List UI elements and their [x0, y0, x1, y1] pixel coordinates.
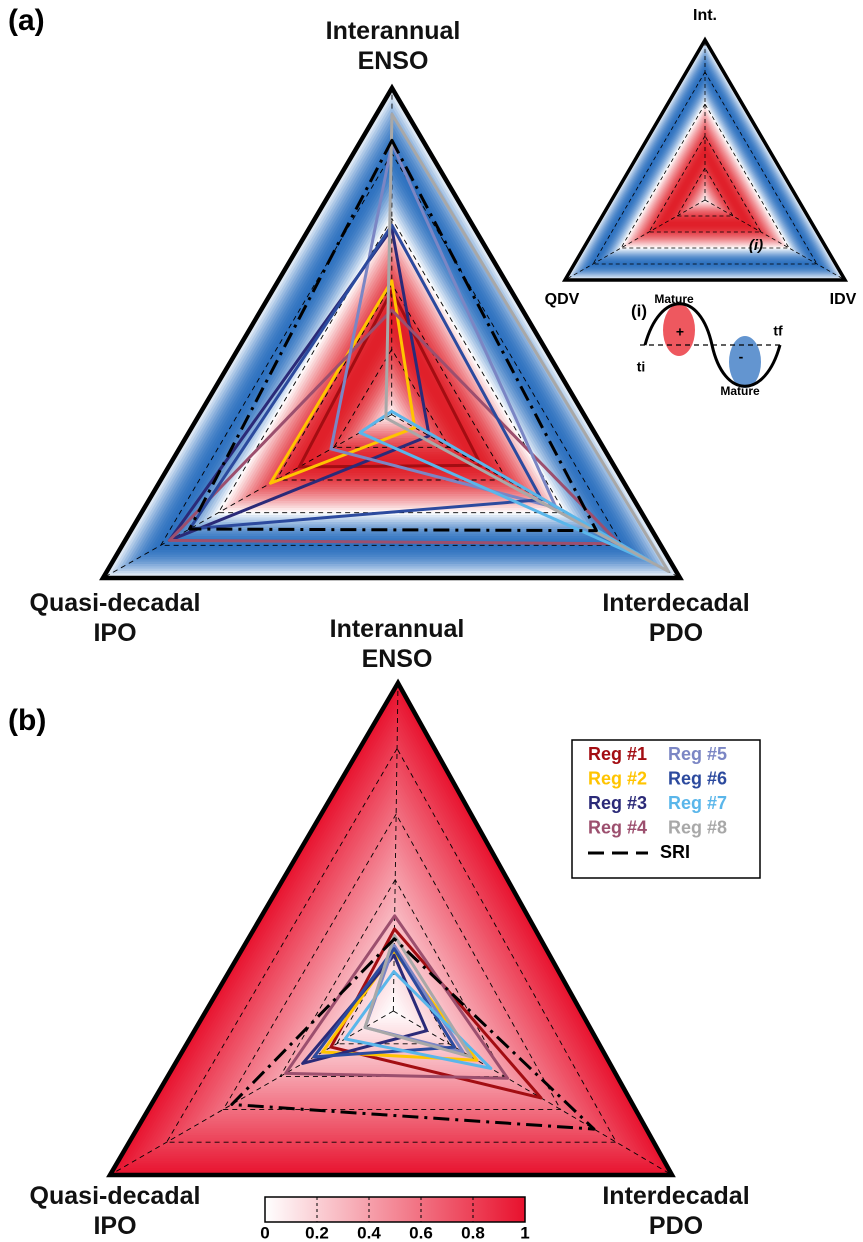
outer-frame [106, 678, 676, 1178]
legend-label: Reg #3 [588, 793, 647, 813]
legend-label: Reg #7 [668, 793, 727, 813]
series-line [329, 927, 543, 1100]
axis-spoke [102, 414, 392, 579]
series-line [312, 947, 457, 1059]
series-line [343, 970, 493, 1070]
series-line [384, 112, 670, 573]
end-label: tf [773, 323, 783, 339]
series-line [188, 223, 544, 531]
inset-panel-label: (i) [631, 301, 647, 320]
inset-spoke [564, 199, 706, 281]
series-line [363, 934, 473, 1059]
colorbar-tick-label: 1 [520, 1223, 529, 1242]
series-line [358, 409, 656, 565]
axis-label: Interannual ENSO [325, 17, 461, 75]
colorbar-tick-label: 0.6 [409, 1223, 433, 1242]
panel-label: (a) [8, 4, 45, 37]
series-line [268, 279, 417, 485]
grid-line [159, 152, 624, 546]
colorbar-tick-label: 0.2 [305, 1223, 329, 1242]
phase-wave [640, 302, 782, 388]
sign-label: - [739, 349, 744, 365]
legend-label: Reg #1 [588, 744, 647, 764]
axis-label: Interdecadal PDO [602, 589, 750, 647]
axis-label: Interdecadal PDO [602, 1182, 750, 1240]
peak-label: Mature [720, 384, 760, 398]
inset-marker: (i) [749, 237, 763, 254]
series-line [167, 226, 431, 542]
colorbar-tick-label: 0 [260, 1223, 269, 1242]
legend-label: SRI [660, 842, 690, 862]
series-line [230, 937, 596, 1131]
panel-label: (b) [8, 704, 47, 737]
legend-label: Reg #6 [668, 768, 727, 788]
sign-label: + [676, 324, 684, 340]
legend-label: Reg #5 [668, 744, 727, 764]
series-line [167, 308, 621, 546]
end-label: ti [637, 359, 646, 375]
colorbar-tick-label: 0.4 [357, 1223, 381, 1242]
legend-label: Reg #8 [668, 817, 727, 837]
inset-vertex-label: QDV [545, 291, 580, 308]
grid-line [222, 813, 562, 1110]
series-line [329, 142, 558, 510]
grid-line [275, 283, 508, 481]
legend-box [571, 739, 761, 879]
legend-label: Reg #4 [588, 817, 647, 837]
series-line [188, 138, 598, 533]
grid-line [165, 747, 618, 1143]
legend-label: Reg #2 [588, 768, 647, 788]
inset-frame [561, 36, 849, 282]
colorbar-tick-label: 0.8 [461, 1223, 485, 1242]
axis-label: Interannual ENSO [329, 615, 465, 673]
colorbar [264, 1196, 526, 1223]
inset-vertex-label: IDV [830, 291, 857, 308]
axis-label: Quasi-decadal IPO [29, 589, 201, 647]
inset-vertex-label: Int. [693, 7, 717, 24]
axis-label: Quasi-decadal IPO [29, 1182, 201, 1240]
inset-spoke [704, 199, 846, 281]
peak-label: Mature [654, 292, 694, 306]
series-line [321, 950, 479, 1062]
outer-frame [99, 83, 684, 581]
